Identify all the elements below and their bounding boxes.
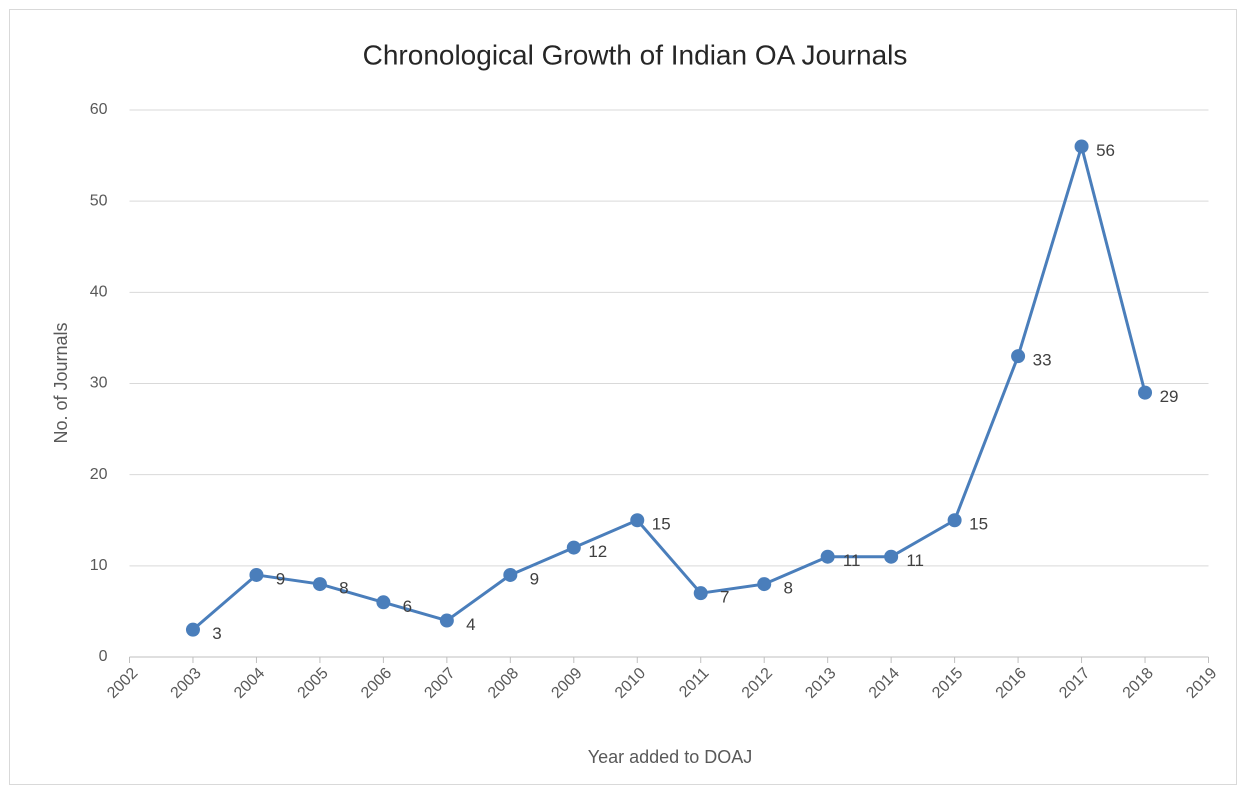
data-point	[312, 577, 327, 592]
data-point	[439, 613, 454, 628]
y-tick-label: 50	[90, 192, 108, 209]
data-point	[757, 577, 772, 592]
data-label: 12	[588, 542, 607, 561]
chart-border	[9, 9, 1237, 785]
y-axis-label: No. of Journals	[51, 322, 71, 443]
data-label: 7	[720, 588, 729, 607]
y-tick-label: 10	[90, 557, 108, 574]
data-point	[820, 549, 835, 564]
y-tick-label: 60	[90, 101, 108, 118]
data-point	[693, 586, 708, 601]
x-axis-label: Year added to DOAJ	[588, 747, 752, 767]
y-tick-label: 40	[90, 284, 108, 301]
data-point	[1138, 385, 1153, 400]
data-label: 29	[1160, 387, 1179, 406]
data-point	[884, 549, 899, 564]
data-point	[947, 513, 962, 528]
data-point	[185, 622, 200, 637]
data-label: 9	[276, 569, 285, 588]
data-label: 11	[843, 551, 861, 570]
data-label: 9	[530, 569, 539, 588]
data-label: 11	[906, 551, 924, 570]
data-label: 15	[652, 515, 671, 534]
y-tick-label: 0	[99, 648, 108, 665]
data-point	[503, 567, 518, 582]
data-point	[249, 567, 264, 582]
data-point	[1074, 139, 1089, 154]
data-label: 8	[783, 579, 792, 598]
data-point	[630, 513, 645, 528]
data-label: 8	[339, 579, 348, 598]
chart-title: Chronological Growth of Indian OA Journa…	[363, 39, 908, 70]
data-label: 33	[1033, 351, 1052, 370]
y-tick-label: 20	[90, 466, 108, 483]
data-line	[191, 144, 1147, 631]
data-point	[1011, 349, 1026, 364]
data-label: 56	[1096, 141, 1115, 160]
data-point	[376, 595, 391, 610]
data-label: 4	[466, 615, 475, 634]
data-point	[566, 540, 581, 555]
data-label: 3	[212, 624, 221, 643]
y-tick-label: 30	[90, 375, 108, 392]
data-label: 6	[403, 597, 412, 616]
data-label: 15	[969, 515, 988, 534]
